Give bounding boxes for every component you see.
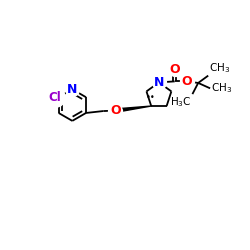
Text: O: O xyxy=(110,104,120,117)
Text: H$_3$C: H$_3$C xyxy=(170,95,192,109)
Text: CH$_3$: CH$_3$ xyxy=(211,82,232,95)
Text: ••: •• xyxy=(146,93,155,102)
Text: O: O xyxy=(181,75,192,88)
Polygon shape xyxy=(115,106,151,112)
Text: CH$_3$: CH$_3$ xyxy=(209,61,230,75)
Text: N: N xyxy=(154,76,164,89)
Text: Cl: Cl xyxy=(49,91,62,104)
Text: O: O xyxy=(170,63,180,76)
Text: N: N xyxy=(67,83,78,96)
